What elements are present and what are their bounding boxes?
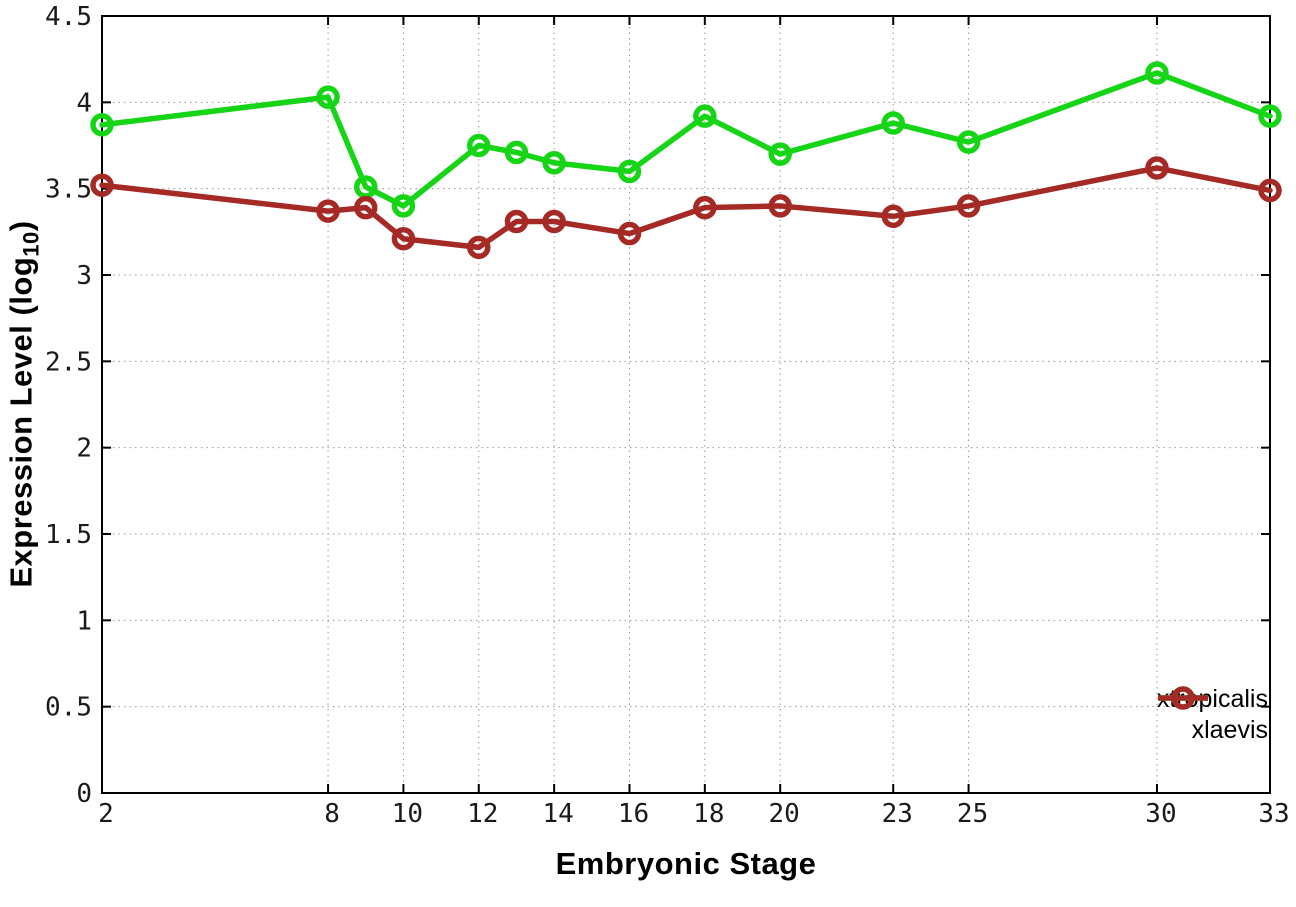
legend: xtropicalis xlaevis [1157,684,1268,746]
x-tick-label: 2 [98,799,114,829]
data-point-xlaevis [467,235,491,260]
data-point-xtropicalis [956,130,981,154]
data-point-xlaevis [542,209,566,234]
y-axis-title-main: Expression Level (log [3,256,39,588]
data-point-xtropicalis [1258,104,1282,128]
data-point-xlaevis [617,221,642,246]
x-tick-label: 23 [882,799,913,829]
data-point-xtropicalis [316,85,340,109]
x-tick-label: 20 [769,799,800,829]
legend-label-xlaevis: xlaevis [1191,716,1268,744]
x-axis-title: Embryonic Stage [555,846,817,881]
data-point-xlaevis [391,226,416,251]
data-point-xtropicalis [391,194,416,218]
legend-marker-xlaevis-icon [1157,686,1208,710]
data-point-xtropicalis [1145,61,1169,85]
data-point-xlaevis [956,194,981,218]
data-point-xlaevis [1145,156,1169,180]
y-tick-label: 2.5 [45,347,92,377]
x-tick-label: 14 [542,799,573,829]
x-tick-label: 25 [957,799,988,829]
x-tick-label: 8 [324,799,340,829]
x-tick-label: 33 [1258,799,1289,829]
y-tick-label: 3.5 [45,175,92,205]
data-point-xtropicalis [504,140,529,165]
data-point-xlaevis [768,194,792,218]
data-point-xtropicalis [542,151,566,175]
y-tick-label: 1 [76,606,92,636]
series-line-xlaevis [99,165,1273,251]
data-point-xlaevis [90,173,114,197]
data-point-xtropicalis [693,104,717,128]
y-tick-label: 3 [76,261,92,291]
data-point-xlaevis [1258,178,1282,203]
data-point-xlaevis [881,204,905,229]
data-point-xtropicalis [90,113,114,137]
data-point-xlaevis [316,199,340,223]
x-tick-label: 30 [1145,799,1176,829]
data-point-xlaevis [353,195,378,220]
x-tick-label: 12 [467,799,498,829]
data-point-xlaevis [504,209,529,234]
data-point-xlaevis [693,195,717,220]
plot-border [101,15,1271,794]
y-tick-label: 4.5 [45,2,92,32]
y-tick-label: 2 [76,434,92,464]
x-tick-label: 16 [618,799,649,829]
legend-sample-marker [1171,686,1195,710]
series-line-xtropicalis [99,70,1273,209]
y-axis-title-subscript: 10 [18,231,44,257]
y-tick-label: 0.5 [45,693,92,723]
y-tick-label: 1.5 [45,520,92,550]
data-point-xtropicalis [617,159,642,184]
y-axis-title: Expression Level (log10) [3,220,44,587]
y-tick-label: 4 [76,88,92,118]
data-point-xtropicalis [467,133,491,158]
y-axis-title-close: ) [3,220,39,232]
y-tick-label: 0 [76,779,92,809]
x-tick-label: 10 [392,799,423,829]
data-point-xtropicalis [881,111,905,135]
data-point-xtropicalis [768,142,792,166]
x-tick-label: 18 [693,799,724,829]
legend-entry: xlaevis [1157,686,1268,746]
